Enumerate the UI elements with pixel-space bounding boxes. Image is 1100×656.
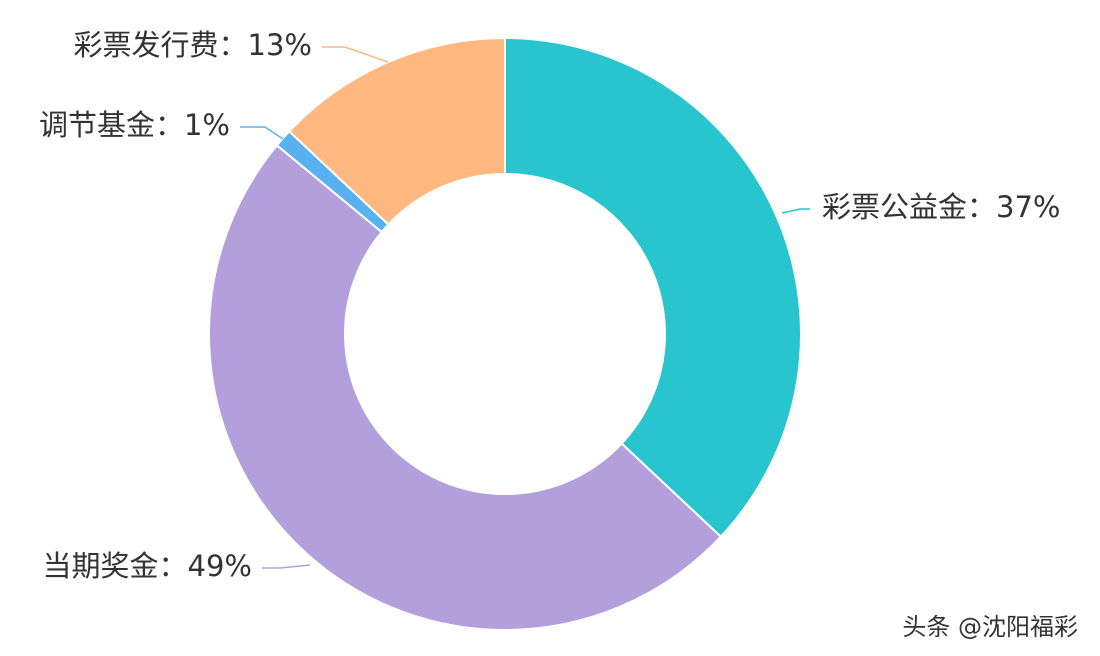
label-line-4 bbox=[322, 46, 389, 63]
slice-label-2: 当期奖金：49% bbox=[43, 549, 252, 583]
label-line-2 bbox=[262, 564, 311, 569]
label-line-1 bbox=[781, 208, 810, 214]
slice-2 bbox=[208, 143, 723, 632]
label-line-3 bbox=[240, 126, 284, 140]
slice-4 bbox=[287, 36, 506, 226]
slice-label-4: 彩票发行费：13% bbox=[74, 28, 312, 62]
watermark: 头条 @沈阳福彩 bbox=[902, 613, 1078, 641]
slice-label-3: 调节基金：1% bbox=[39, 108, 230, 142]
slice-1 bbox=[504, 36, 802, 539]
slice-label-1: 彩票公益金：37% bbox=[822, 190, 1060, 224]
